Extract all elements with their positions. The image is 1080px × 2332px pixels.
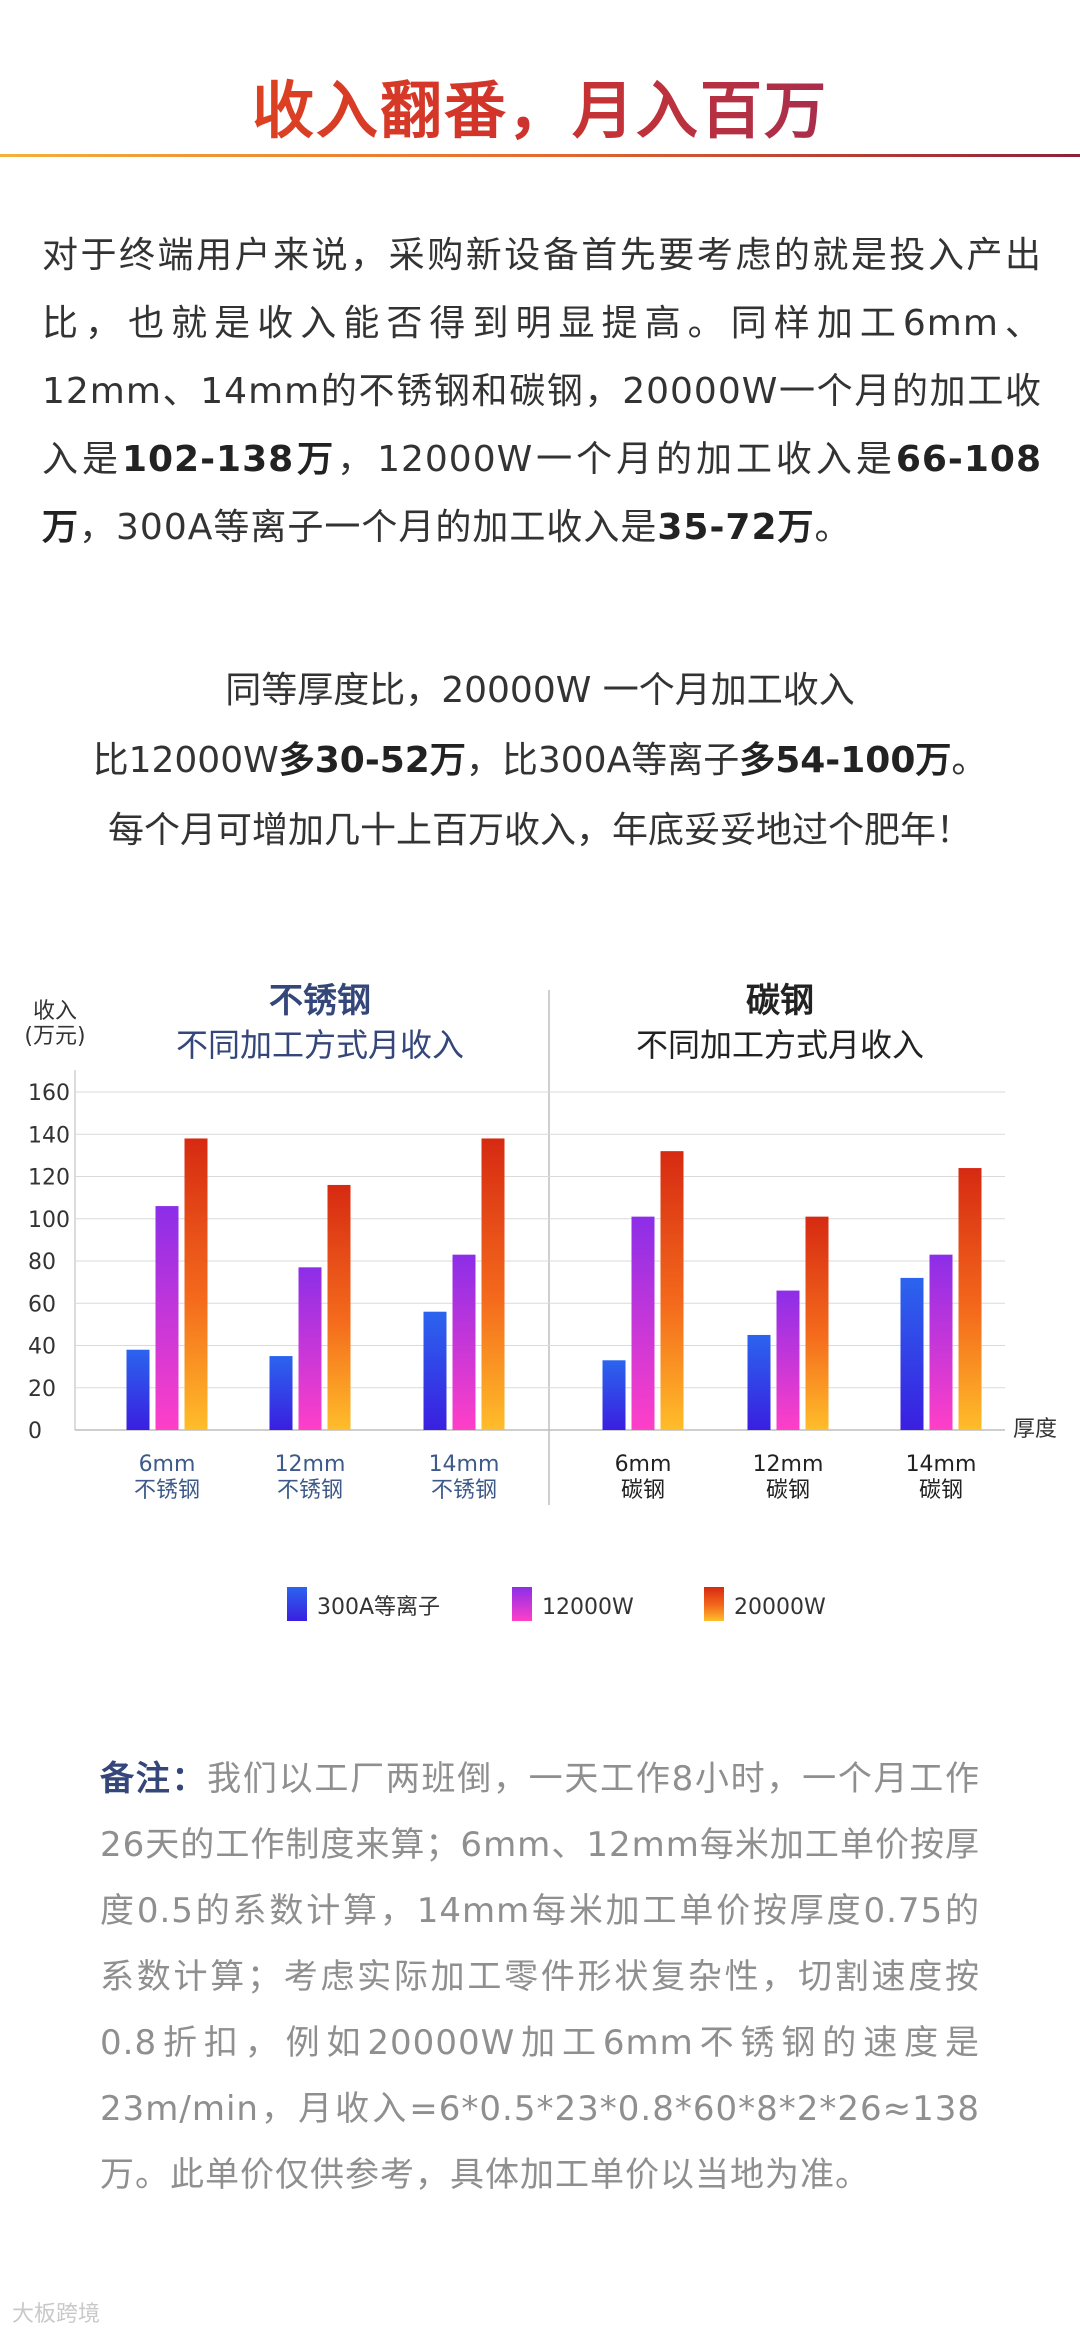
panel-title-stainless: 不锈钢 xyxy=(269,981,371,1021)
x-tick-label-4-line1: 6mm xyxy=(615,1452,672,1477)
x-tick-label-2-line1: 12mm xyxy=(275,1452,346,1477)
x-tick-label-1-line1: 6mm xyxy=(139,1452,196,1477)
x-tick-label-2-line2: 不锈钢 xyxy=(277,1478,343,1503)
comparison-highlight-12000w: 多30-52万 xyxy=(278,740,466,781)
intro-text-1: 对于终端用户来说，采购新设备首先要考虑的就是投入产出比，也就是收入能否得到明显提… xyxy=(42,235,1042,480)
bar-3-3 xyxy=(481,1138,505,1430)
x-tick-label-6-line1: 14mm xyxy=(906,1452,977,1477)
y-tick-label-60: 60 xyxy=(28,1292,56,1317)
comparison-text-e: 。 xyxy=(951,740,988,781)
chart-bars xyxy=(126,1138,982,1430)
x-tick-label-4-line2: 碳钢 xyxy=(621,1478,665,1503)
bar-3-1 xyxy=(184,1138,208,1430)
y-tick-label-100: 100 xyxy=(28,1208,70,1233)
intro-text-2: ，12000W一个月的加工收入是 xyxy=(337,439,896,480)
y-tick-label-20: 20 xyxy=(28,1377,56,1402)
bar-2-3 xyxy=(452,1254,476,1430)
bar-3-5 xyxy=(805,1216,829,1430)
watermark: 大板跨境 xyxy=(12,2302,101,2327)
bar-2-2 xyxy=(298,1267,322,1430)
footnote-label: 备注： xyxy=(100,1759,208,1799)
intro-text-3: ，300A等离子一个月的加工收入是 xyxy=(79,507,658,548)
y-tick-label-0: 0 xyxy=(28,1419,42,1444)
y-tick-label-160: 160 xyxy=(28,1081,70,1106)
y-tick-label-40: 40 xyxy=(28,1335,56,1360)
bar-2-1 xyxy=(155,1206,179,1430)
legend-label-300a: 300A等离子 xyxy=(317,1595,440,1620)
chart-legend: 300A等离子 12000W 20000W xyxy=(287,1587,826,1621)
panel-subtitle-stainless: 不同加工方式月收入 xyxy=(176,1026,464,1064)
panel-subtitle-carbon: 不同加工方式月收入 xyxy=(636,1026,924,1064)
comparison-line-1: 同等厚度比，20000W 一个月加工收入 xyxy=(225,670,855,711)
bar-1-5 xyxy=(747,1334,771,1430)
bar-1-3 xyxy=(423,1311,447,1430)
legend-swatch-12000w xyxy=(512,1587,532,1621)
x-tick-label-3-line1: 14mm xyxy=(429,1452,500,1477)
x-tick-label-3-line2: 不锈钢 xyxy=(431,1478,497,1503)
comparison-text-a: 比12000W xyxy=(92,740,279,781)
intro-highlight-20000w: 102-138万 xyxy=(121,439,338,480)
chart-xlabel: 厚度 xyxy=(1013,1417,1057,1442)
chart-ylabel-line2: (万元) xyxy=(24,1024,85,1049)
legend-label-20000w: 20000W xyxy=(734,1595,826,1620)
intro-highlight-12000w: 66-108万 xyxy=(42,439,1042,548)
comparison-line-3: 每个月可增加几十上百万收入，年底妥妥地过个肥年！ xyxy=(107,810,972,851)
bar-3-6 xyxy=(958,1168,982,1430)
x-tick-label-6-line2: 碳钢 xyxy=(919,1478,963,1503)
intro-paragraph: 对于终端用户来说，采购新设备首先要考虑的就是投入产出比，也就是收入能否得到明显提… xyxy=(42,222,1042,562)
intro-highlight-300a: 35-72万 xyxy=(657,507,815,548)
y-tick-label-120: 120 xyxy=(28,1166,70,1191)
footnote: 备注：我们以工厂两班倒，一天工作8小时，一个月工作26天的工作制度来算；6mm、… xyxy=(100,1746,980,2208)
x-tick-label-5-line1: 12mm xyxy=(753,1452,824,1477)
chart-ylabel-line1: 收入 xyxy=(33,999,77,1024)
bar-2-5 xyxy=(776,1290,800,1430)
comparison-highlight-300a: 多54-100万 xyxy=(739,740,952,781)
chart-y-ticks: 0 20 40 60 80 100 120 140 160 xyxy=(28,1081,70,1444)
bar-1-2 xyxy=(269,1356,293,1430)
comparison-block: 同等厚度比，20000W 一个月加工收入 比12000W多30-52万，比300… xyxy=(0,656,1080,866)
bar-1-1 xyxy=(126,1349,150,1430)
bar-2-6 xyxy=(929,1254,953,1430)
y-tick-label-80: 80 xyxy=(28,1250,56,1275)
x-tick-label-5-line2: 碳钢 xyxy=(766,1478,810,1503)
legend-swatch-300a xyxy=(287,1587,307,1621)
bar-1-4 xyxy=(602,1360,626,1430)
legend-label-12000w: 12000W xyxy=(542,1595,634,1620)
bar-2-4 xyxy=(631,1216,655,1430)
bar-1-6 xyxy=(900,1277,924,1430)
comparison-text-c: ，比300A等离子 xyxy=(465,740,740,781)
footnote-text: 我们以工厂两班倒，一天工作8小时，一个月工作26天的工作制度来算；6mm、12m… xyxy=(100,1759,980,2195)
bar-3-4 xyxy=(660,1151,684,1430)
panel-title-carbon: 碳钢 xyxy=(746,981,814,1021)
x-tick-label-1-line2: 不锈钢 xyxy=(134,1478,200,1503)
page-title: 收入翻番，月入百万 xyxy=(0,60,1080,150)
y-tick-label-140: 140 xyxy=(28,1123,70,1148)
intro-text-4: 。 xyxy=(814,507,852,548)
comparison-line-2: 比12000W多30-52万，比300A等离子多54-100万。 xyxy=(0,726,1080,796)
income-bar-chart: 收入 (万元) 不锈钢 不同加工方式月收入 碳钢 不同加工方式月收入 0 20 40… xyxy=(24,981,1057,1621)
chart-gridlines xyxy=(75,1091,1005,1431)
bar-3-2 xyxy=(327,1184,351,1430)
title-divider xyxy=(0,154,1080,157)
legend-swatch-20000w xyxy=(704,1587,724,1621)
